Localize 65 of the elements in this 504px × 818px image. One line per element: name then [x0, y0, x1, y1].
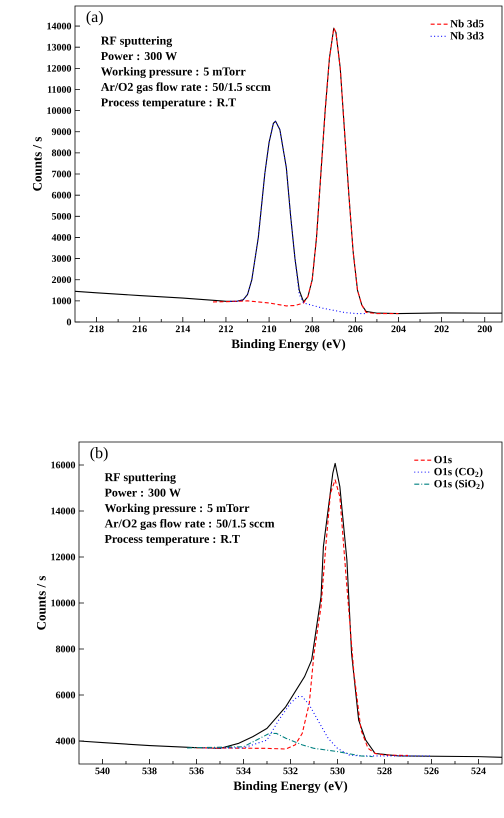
- y-tick-label: 14000: [47, 22, 72, 30]
- annotation: Process temperature : R.T: [101, 98, 236, 109]
- x-tick-label: 212: [218, 326, 234, 332]
- annotation: Ar/O2 gas flow rate : 50/1.5 sccm: [104, 518, 274, 530]
- legend-label: O1s (CO$_{2}$): [434, 468, 482, 478]
- y-tick-label: 12000: [51, 554, 76, 560]
- annotation: Power : 300 W: [104, 488, 181, 497]
- x-tick-label: 528: [377, 768, 392, 774]
- x-tick-label: 216: [132, 326, 147, 332]
- x-axis-title: Binding Energy (eV): [232, 339, 346, 351]
- y-axis-title: Counts / s: [36, 576, 46, 630]
- y-tick-label: 8000: [52, 150, 72, 156]
- y-tick-label: 9000: [52, 128, 72, 136]
- annotation: Process temperature : R.T: [104, 535, 240, 546]
- x-tick-label: 538: [142, 768, 157, 774]
- annotation: Power : 300 W: [101, 52, 177, 60]
- legend-label: O1s: [434, 456, 452, 464]
- y-tick-label: 5000: [52, 212, 72, 220]
- y-tick-label: 14000: [51, 508, 76, 514]
- y-tick-label: 10000: [51, 600, 76, 606]
- x-tick-label: 534: [236, 768, 251, 774]
- y-tick-label: 3000: [52, 255, 72, 262]
- x-tick-label: 218: [90, 326, 104, 332]
- x-tick-label: 536: [189, 768, 204, 774]
- y-tick-label: 6000: [52, 192, 72, 199]
- y-tick-label: 1000: [52, 297, 72, 304]
- y-axis-title: Counts / s: [32, 136, 42, 191]
- annotation: RF sputtering: [104, 472, 176, 484]
- y-tick-label: 16000: [51, 462, 76, 468]
- line-series: [186, 732, 374, 758]
- y-tick-label: 8000: [56, 646, 76, 652]
- y-tick-label: 11000: [48, 86, 72, 93]
- legend-label: Nb 3d5: [450, 20, 484, 28]
- annotation: RF sputtering: [101, 36, 172, 48]
- x-tick-label: 202: [434, 326, 449, 332]
- annotation: Working pressure : 5 mTorr: [104, 504, 250, 515]
- x-tick-label: 526: [424, 768, 439, 774]
- x-tick-label: 530: [330, 768, 345, 774]
- line-series: [212, 28, 400, 314]
- y-tick-label: 4000: [56, 738, 76, 744]
- x-tick-label: 204: [391, 326, 406, 332]
- y-tick-label: 10000: [47, 107, 72, 114]
- x-tick-label: 210: [262, 326, 276, 332]
- line-series: [230, 120, 367, 314]
- x-tick-label: 206: [348, 326, 363, 332]
- legend-label: Nb 3d3: [450, 32, 484, 40]
- y-tick-label: 7000: [52, 170, 72, 178]
- annotation: (a): [86, 10, 103, 26]
- y-tick-label: 0: [66, 318, 72, 326]
- x-tick-label: 208: [305, 326, 320, 332]
- y-tick-label: 13000: [47, 44, 72, 51]
- annotation: Ar/O2 gas flow rate : 50/1.5 sccm: [100, 82, 271, 94]
- legend-label: O1s (SiO$_{2}$): [434, 480, 484, 490]
- y-tick-label: 12000: [47, 64, 72, 72]
- x-tick-label: 532: [283, 768, 298, 774]
- x-axis-title: Binding Energy (eV): [234, 781, 348, 793]
- annotation: Working pressure : 5 mTorr: [100, 67, 246, 78]
- x-tick-label: 214: [176, 326, 190, 332]
- x-tick-label: 200: [478, 326, 492, 332]
- y-tick-label: 2000: [52, 276, 72, 284]
- y-tick-label: 6000: [56, 692, 76, 698]
- annotation: (b): [90, 447, 108, 462]
- x-tick-label: 540: [95, 768, 110, 774]
- x-tick-label: 524: [471, 768, 486, 774]
- y-tick-label: 4000: [52, 234, 72, 241]
